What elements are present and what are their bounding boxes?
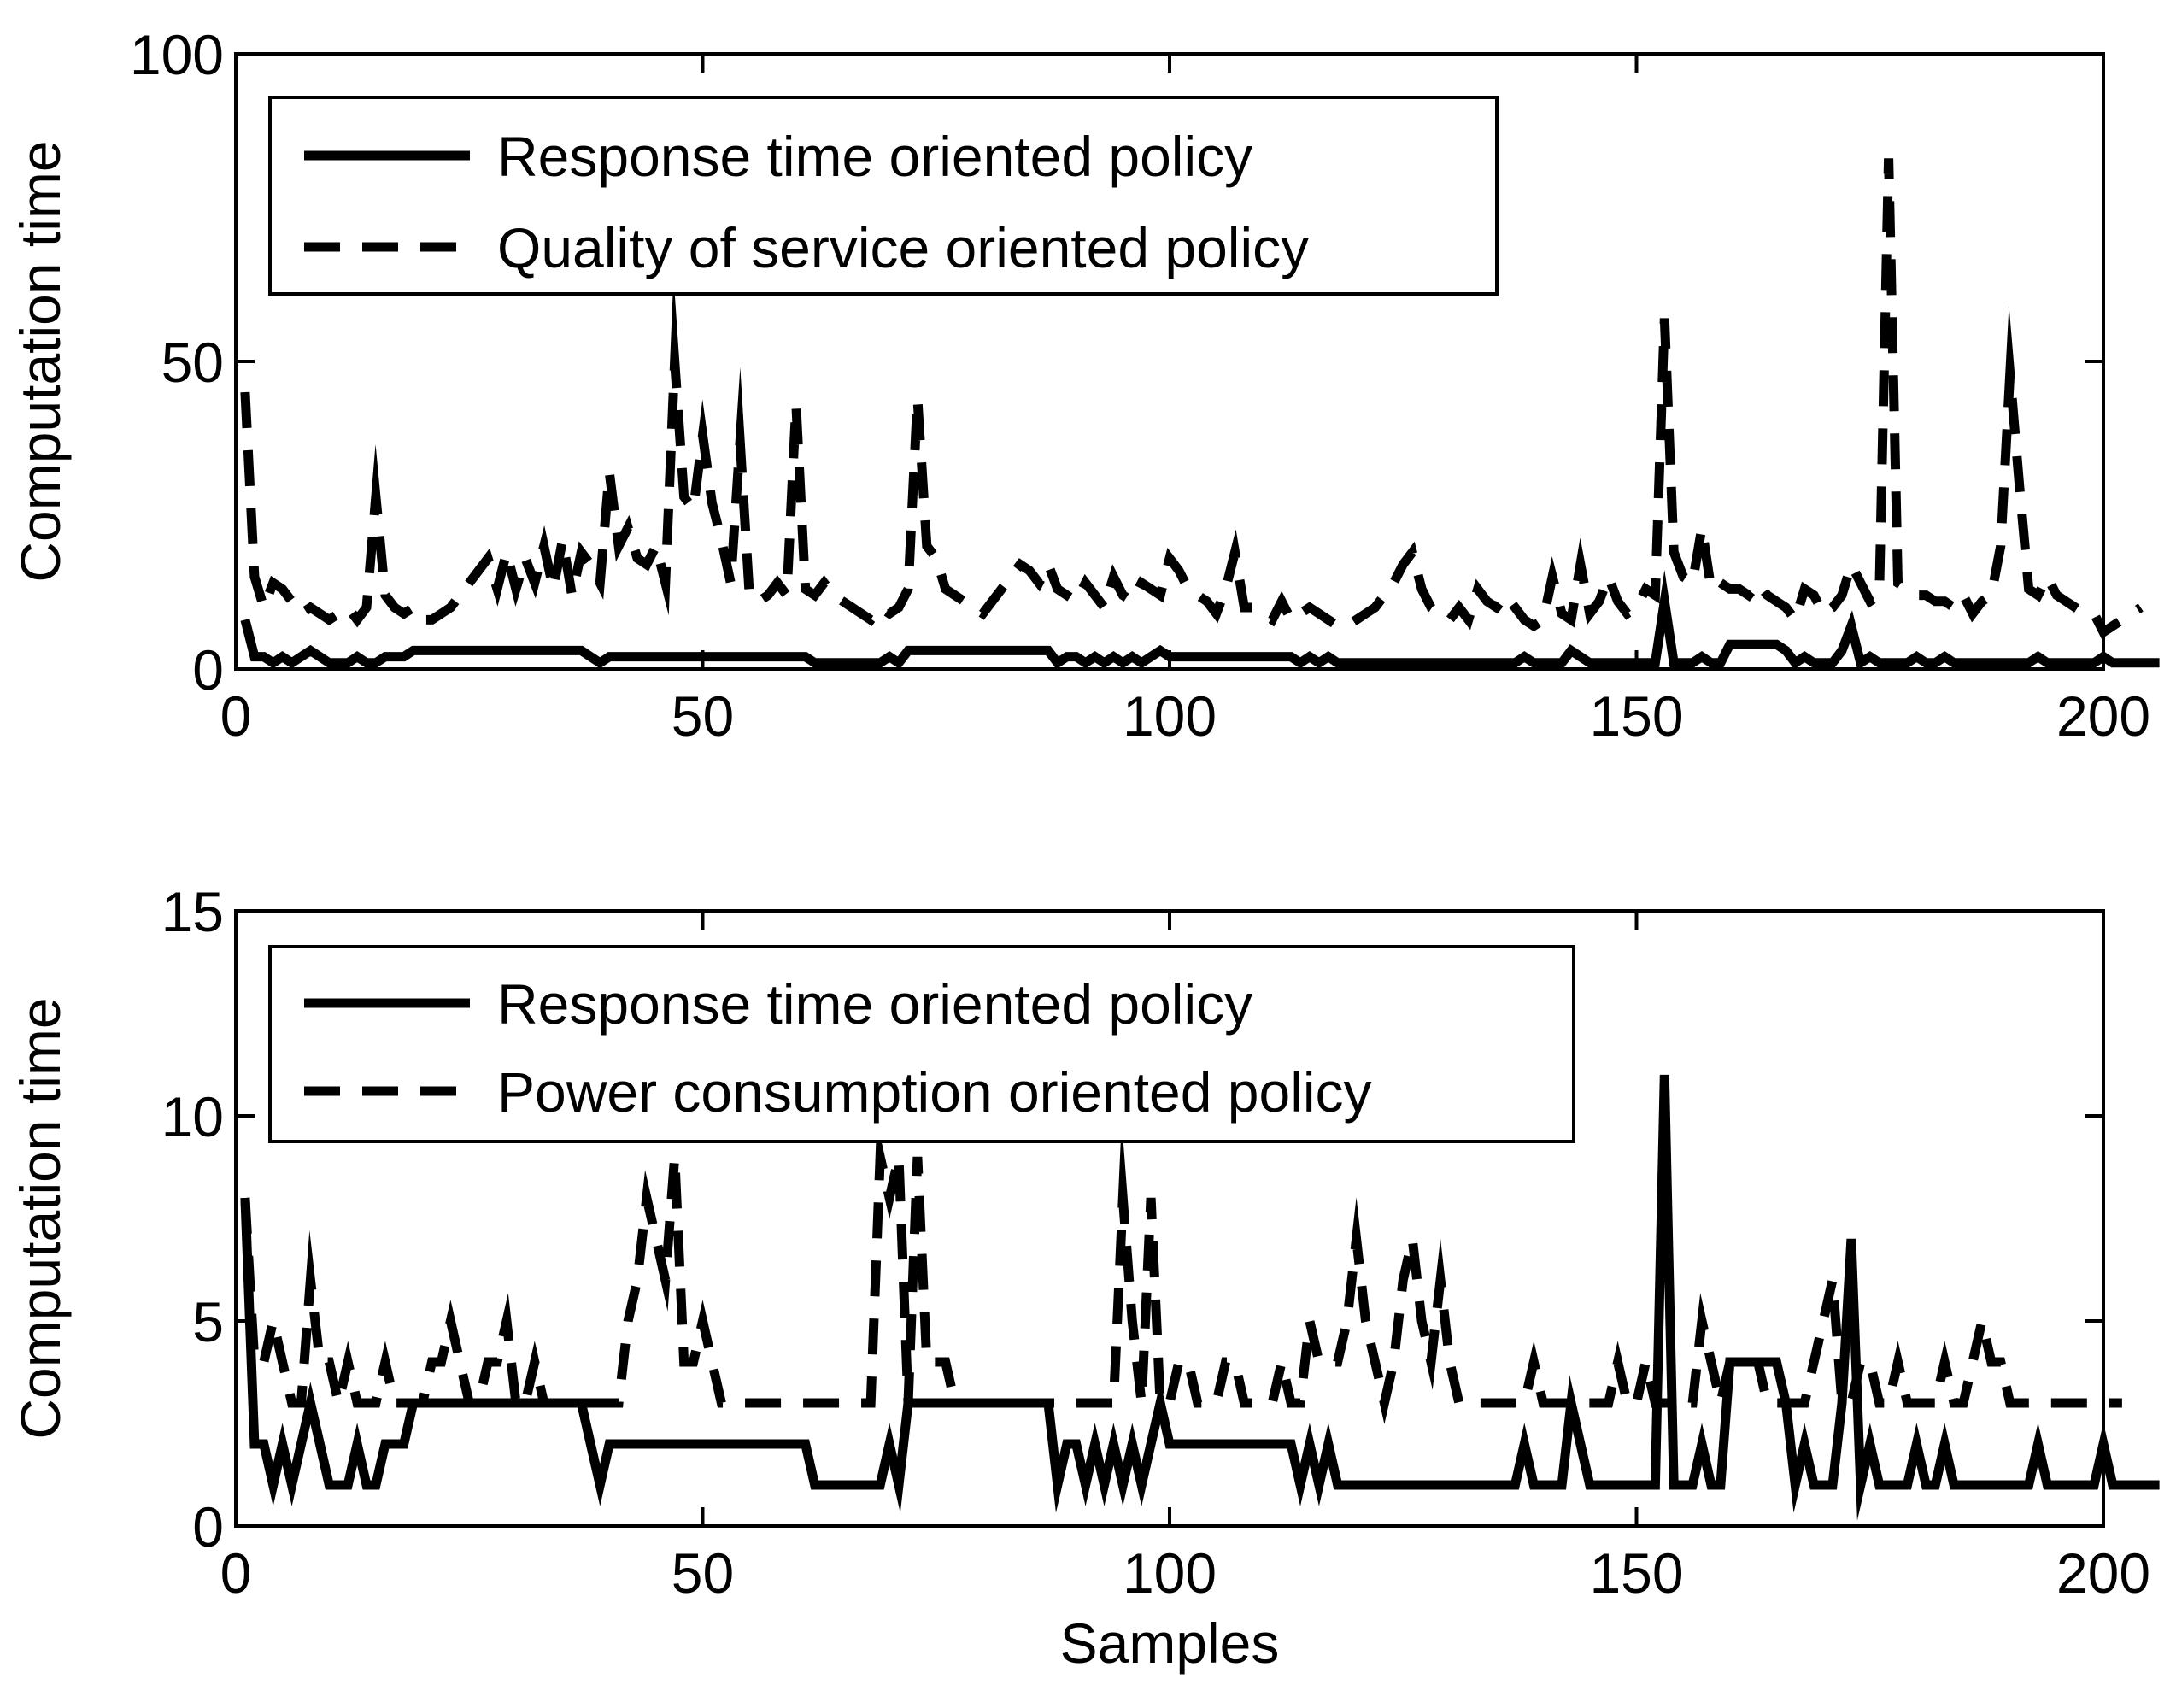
bottom-y-tick-label-15: 15 <box>161 880 224 943</box>
bottom-chart-axes-frame <box>234 909 2105 1528</box>
top-y-tick-label-100: 100 <box>130 23 224 86</box>
top-x-tick-label-0: 0 <box>220 684 252 748</box>
bottom-x-tick-label-50: 50 <box>672 1541 734 1605</box>
bottom-legend-box <box>268 945 1575 1143</box>
bottom-y-tick-label-0: 0 <box>192 1495 224 1558</box>
bottom-chart-x-tick-labels: 0 50 100 150 200 <box>220 1541 2150 1605</box>
bottom-legend-label-response-time: Response time oriented policy <box>497 972 1252 1036</box>
top-chart-axes-frame <box>234 52 2105 671</box>
bottom-y-tick-label-5: 5 <box>192 1290 224 1353</box>
bottom-chart-y-tick-labels: 0 5 10 15 <box>161 880 224 1558</box>
top-chart: 0 50 100 150 200 0 50 100 Computation ti… <box>9 23 2160 748</box>
bottom-series-response-time-line <box>240 1074 2160 1521</box>
bottom-series-power-consumption-line <box>240 1078 2122 1463</box>
top-chart-legend: Response time oriented policy Quality of… <box>268 96 1499 296</box>
bottom-chart-x-axis-label: Samples <box>1060 1611 1280 1675</box>
top-legend-label-quality-of-service: Quality of service oriented policy <box>497 216 1309 279</box>
top-x-tick-label-100: 100 <box>1123 684 1217 748</box>
bottom-chart-legend: Response time oriented policy Power cons… <box>268 945 1575 1143</box>
top-chart-x-tick-labels: 0 50 100 150 200 <box>220 684 2150 748</box>
bottom-chart: 0 50 100 150 200 0 5 10 15 Computation t… <box>9 880 2160 1675</box>
top-y-tick-label-50: 50 <box>161 331 224 394</box>
top-x-tick-label-150: 150 <box>1589 684 1683 748</box>
bottom-x-tick-label-150: 150 <box>1589 1541 1683 1605</box>
top-series-response-time-line <box>240 570 2160 671</box>
bottom-x-tick-label-0: 0 <box>220 1541 252 1605</box>
bottom-chart-y-axis-label: Computation time <box>9 997 72 1439</box>
bottom-legend-label-power-consumption: Power consumption oriented policy <box>497 1060 1372 1124</box>
top-x-tick-label-200: 200 <box>2056 684 2150 748</box>
top-series-quality-of-service-line <box>240 158 2144 639</box>
top-y-tick-label-0: 0 <box>192 638 224 701</box>
top-legend-label-response-time: Response time oriented policy <box>497 125 1252 188</box>
top-chart-y-axis-label: Computation time <box>9 140 72 582</box>
top-legend-box <box>268 96 1499 296</box>
bottom-y-tick-label-10: 10 <box>161 1085 224 1148</box>
top-chart-y-tick-labels: 0 50 100 <box>130 23 224 701</box>
top-x-tick-label-50: 50 <box>672 684 734 748</box>
bottom-x-tick-label-100: 100 <box>1123 1541 1217 1605</box>
bottom-x-tick-label-200: 200 <box>2056 1541 2150 1605</box>
